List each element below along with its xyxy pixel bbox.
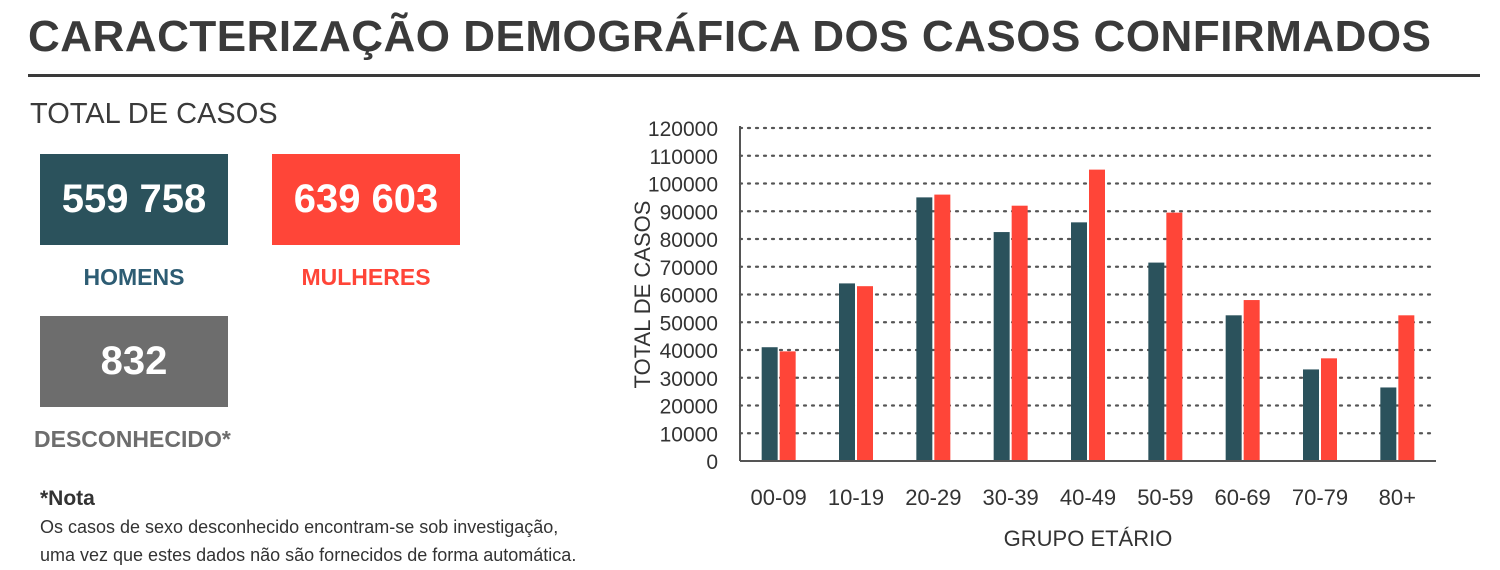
bar-men: [1071, 222, 1087, 461]
y-tick-label: 0: [706, 451, 718, 474]
x-tick-label: 70-79: [1292, 485, 1348, 510]
women-label: MULHERES: [301, 264, 431, 290]
x-tick-label: 10-19: [828, 485, 884, 510]
page-title: CARACTERIZAÇÃO DEMOGRÁFICA DOS CASOS CON…: [28, 12, 1432, 61]
x-tick-label: 50-59: [1137, 485, 1193, 510]
note-line-2: uma vez que estes dados não são fornecid…: [40, 545, 577, 565]
x-tick-label: 60-69: [1215, 485, 1271, 510]
bar-women: [779, 351, 796, 461]
y-tick-label: 90000: [660, 201, 718, 224]
bar-men: [839, 283, 855, 461]
bar-women: [1166, 212, 1183, 461]
y-tick-label: 20000: [660, 396, 718, 419]
note-line-1: Os casos de sexo desconhecido encontram-…: [40, 517, 559, 537]
women-total-value: 639 603: [293, 177, 439, 221]
y-tick-label: 60000: [660, 285, 718, 308]
x-tick-label: 40-49: [1060, 485, 1116, 510]
x-tick-label: 30-39: [983, 485, 1039, 510]
bar-men: [1303, 369, 1319, 461]
title-divider: [28, 74, 1480, 77]
bar-women: [1089, 169, 1105, 461]
y-tick-label: 50000: [660, 312, 718, 335]
men-label: HOMENS: [83, 264, 185, 290]
y-tick-label: 120000: [648, 118, 718, 141]
unknown-total-value: 832: [100, 339, 168, 383]
y-axis-title: TOTAL DE CASOS: [630, 201, 655, 389]
y-tick-label: 70000: [660, 257, 718, 280]
bar-men: [993, 232, 1010, 461]
x-axis-title: GRUPO ETÁRIO: [1004, 526, 1173, 551]
unknown-label: DESCONHECIDO*: [34, 426, 231, 452]
x-tick-label: 80+: [1379, 485, 1416, 510]
men-total-value: 559 758: [61, 177, 207, 221]
bar-men: [1148, 262, 1165, 461]
y-tick-label: 100000: [648, 174, 718, 197]
x-tick-label: 20-29: [905, 485, 961, 510]
women-total-box: 639 603: [272, 154, 460, 245]
bar-women: [857, 286, 873, 461]
unknown-total-box: 832: [40, 316, 228, 407]
bar-men: [1380, 387, 1397, 461]
x-tick-label: 00-09: [751, 485, 807, 510]
bar-men: [916, 197, 933, 461]
chart-bars: [761, 169, 1415, 461]
x-axis-ticks: 00-09 10-19 20-29 30-39 40-49 50-59 60-69 70-79…: [751, 485, 1416, 510]
bar-women: [1398, 315, 1415, 461]
note-title: *Nota: [40, 487, 95, 510]
bar-women: [1321, 358, 1337, 461]
y-tick-label: 40000: [660, 340, 718, 363]
y-axis-ticks: 0 10000 20000 30000 40000 50000 60000 70000 8000…: [648, 118, 718, 474]
y-tick-label: 80000: [660, 229, 718, 252]
y-tick-label: 30000: [660, 368, 718, 391]
y-tick-label: 110000: [649, 146, 718, 169]
bar-men: [1225, 315, 1242, 461]
bar-women: [934, 194, 951, 461]
men-total-box: 559 758: [40, 154, 228, 245]
bar-women: [1243, 300, 1260, 461]
bar-men: [761, 347, 778, 461]
y-tick-label: 10000: [660, 423, 718, 446]
total-cases-label: TOTAL DE CASOS: [30, 98, 278, 130]
bar-women: [1011, 205, 1028, 461]
